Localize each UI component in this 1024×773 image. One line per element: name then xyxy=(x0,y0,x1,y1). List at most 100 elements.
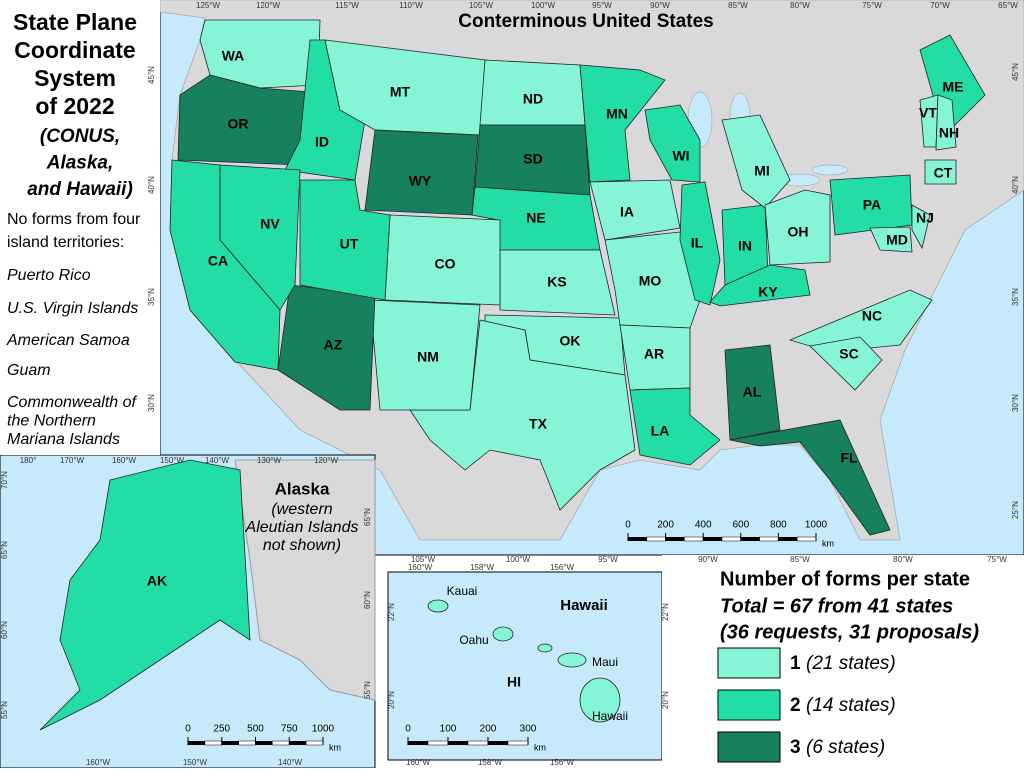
graticule-label: 75°W xyxy=(862,1,882,10)
graticule-label: 120°W xyxy=(256,1,281,10)
scale-segment xyxy=(721,536,742,542)
graticule-label: 65°W xyxy=(998,1,1018,10)
alaska-note: Aleutian Islands xyxy=(245,519,359,536)
territory: U.S. Virgin Islands xyxy=(7,300,138,317)
graticule-label: 85°W xyxy=(728,1,748,10)
scale-segment xyxy=(305,740,324,746)
scale-unit: km xyxy=(329,742,341,752)
graticule-label: 70°W xyxy=(930,1,950,10)
graticule-label: 125°W xyxy=(196,1,221,10)
state-label: NV xyxy=(260,216,280,232)
legend-label: (21 states) xyxy=(806,653,896,674)
scale-segment xyxy=(408,741,428,745)
graticule-label: 22°N xyxy=(661,603,670,621)
legend-value: 3 xyxy=(790,737,801,758)
state-label: ME xyxy=(943,79,964,95)
state xyxy=(724,344,781,441)
graticule-label: 100°W xyxy=(531,1,556,10)
scale-segment xyxy=(272,740,290,746)
island xyxy=(537,643,553,653)
scale-segment xyxy=(188,741,205,745)
graticule-label: 156°W xyxy=(550,563,575,572)
scale-segment xyxy=(740,537,760,541)
title: System xyxy=(34,65,116,91)
scale-label: 1000 xyxy=(312,724,335,735)
title-panel xyxy=(0,0,160,455)
scale-segment xyxy=(448,741,468,745)
territory: Commonwealth of xyxy=(7,394,138,411)
graticule-label: 65°N xyxy=(0,541,9,559)
state-label: SC xyxy=(839,346,858,362)
graticule-label: 160°W xyxy=(86,758,111,767)
title: Coordinate xyxy=(14,37,135,63)
state xyxy=(729,419,891,536)
scale-segment xyxy=(507,740,529,746)
subtitle: (CONUS, xyxy=(40,126,120,147)
subtitle: Alaska, xyxy=(46,153,114,174)
graticule-label: 115°W xyxy=(335,1,359,10)
state xyxy=(764,189,831,266)
scale-label: 200 xyxy=(480,724,497,735)
state-label: UT xyxy=(340,236,359,252)
graticule-label: 160°W xyxy=(112,456,137,465)
state xyxy=(299,179,391,301)
state-label: IL xyxy=(691,235,704,251)
graticule-label: 35°N xyxy=(147,288,156,306)
legend-title: Number of forms per state xyxy=(720,568,970,590)
state xyxy=(39,459,251,731)
state-label: NM xyxy=(417,349,439,365)
state-label: MD xyxy=(886,232,908,248)
territory: American Samoa xyxy=(6,332,130,349)
state xyxy=(409,319,636,511)
hawaii-title: Hawaii xyxy=(560,597,608,614)
graticule-label: 22°N xyxy=(387,603,396,621)
state-label: NC xyxy=(862,308,882,324)
island xyxy=(427,599,449,613)
scale-label: 0 xyxy=(185,724,191,735)
state-label: LA xyxy=(651,423,670,439)
graticule-label: 85°W xyxy=(790,555,810,564)
graticule-label: 130°W xyxy=(257,456,282,465)
graticule-label: 150°W xyxy=(160,456,185,465)
graticule-label: 45°N xyxy=(147,66,156,84)
scale-segment xyxy=(796,536,817,542)
state xyxy=(721,114,791,209)
state xyxy=(924,159,957,185)
graticule-label: 160°W xyxy=(408,563,433,572)
state-label: CT xyxy=(934,165,953,181)
state-label: TX xyxy=(529,416,548,432)
graticule-label: 20°N xyxy=(387,691,396,709)
scale-segment xyxy=(488,741,508,745)
graticule-label: 40°N xyxy=(1011,176,1020,194)
state-label: AK xyxy=(147,573,167,589)
scale-label: 0 xyxy=(625,520,631,531)
state xyxy=(709,264,811,307)
graticule-label: 55°N xyxy=(363,681,372,699)
legend-label: (14 states) xyxy=(806,695,896,716)
scale-label: 750 xyxy=(281,724,298,735)
scale-segment xyxy=(646,536,666,542)
state xyxy=(629,387,721,466)
state-label: WI xyxy=(672,148,689,164)
state xyxy=(589,179,681,241)
alaska-note: not shown) xyxy=(263,537,341,554)
state xyxy=(644,104,701,183)
state-label: MO xyxy=(639,273,662,289)
subtitle: and Hawaii) xyxy=(27,179,133,200)
legend-value: 1 xyxy=(790,653,801,674)
graticule-label: 65°N xyxy=(363,508,372,526)
state-label: IA xyxy=(620,204,634,220)
graticule-label: 20°N xyxy=(661,691,670,709)
state-label: FL xyxy=(840,450,858,466)
scale-label: 0 xyxy=(405,724,411,735)
scale-segment xyxy=(289,741,307,745)
scale-label: 200 xyxy=(657,520,674,531)
legend-swatch xyxy=(717,731,781,763)
graticule-label: 30°N xyxy=(1011,394,1020,412)
alaska-title: Alaska xyxy=(275,479,330,498)
scale-segment xyxy=(204,740,222,746)
state-label: OR xyxy=(228,116,249,132)
legend-swatch xyxy=(717,689,781,721)
state-label: ND xyxy=(523,91,543,107)
